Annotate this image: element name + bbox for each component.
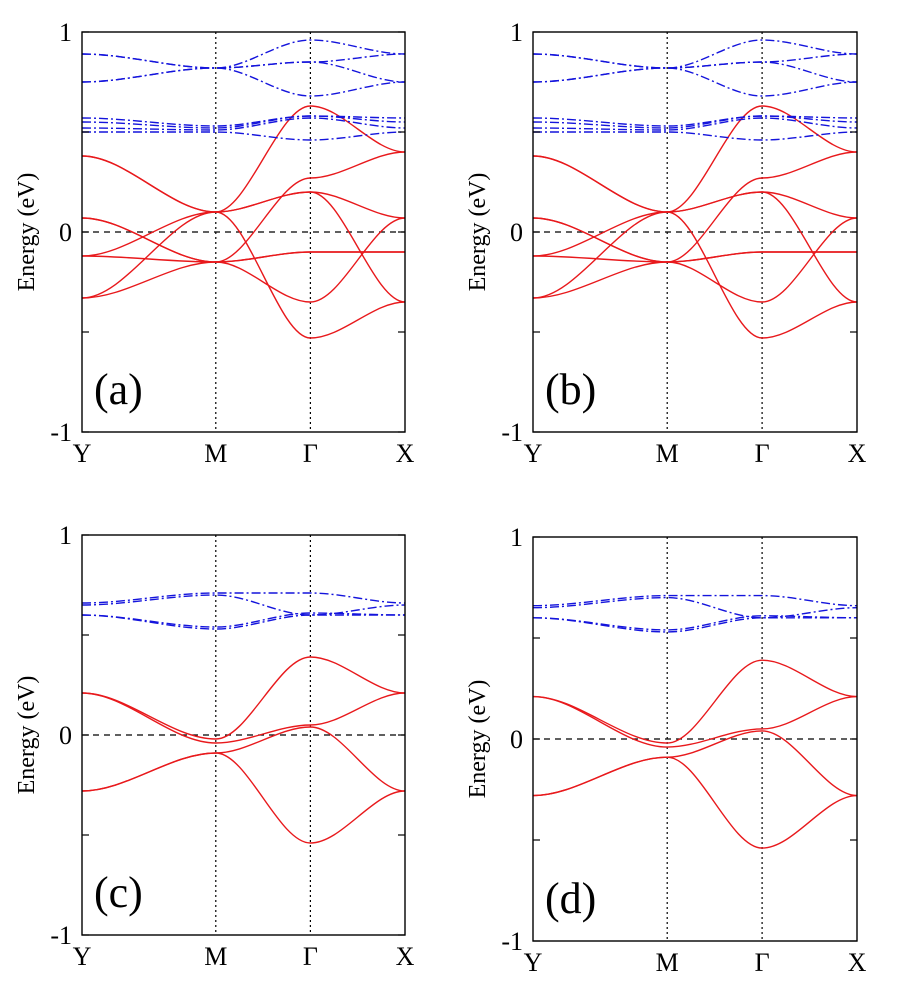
panel-d: -1 0 1 Y M Γ X Energy (eV) (d) (465, 523, 867, 977)
valence-band-band-8 (81, 211, 406, 339)
y-tick-label: 0 (510, 725, 523, 754)
conduction-band-cb-6 (532, 115, 858, 129)
conduction-band-cb-4 (532, 67, 858, 97)
x-tick-label-4: X (396, 439, 415, 468)
panel-label: (c) (94, 868, 143, 917)
y-axis-label: Energy (eV) (465, 173, 491, 292)
valence-band-band-4 (81, 752, 406, 844)
y-tick-label: 1 (510, 523, 523, 552)
conduction-band-cb-1 (532, 39, 858, 69)
valence-band-band-3 (532, 730, 858, 797)
valence-band-band-1 (532, 105, 858, 213)
conduction-band-cb-4 (532, 617, 857, 633)
y-axis-label: Energy (eV) (465, 680, 491, 799)
conduction-band-cb-5 (532, 115, 858, 127)
valence-band-band-7 (532, 251, 857, 299)
panel-label: (a) (94, 365, 143, 414)
conduction-band-cb-2 (532, 53, 858, 69)
conduction-band-cb-5 (81, 115, 406, 127)
y-tick-label: -1 (501, 927, 523, 956)
conduction-band-cb-3 (532, 615, 858, 631)
conduction-band-cb-8 (533, 131, 858, 141)
conduction-band-cb-3 (81, 612, 406, 628)
y-tick-label: 0 (59, 218, 72, 247)
x-tick-label-2: M (656, 948, 679, 977)
valence-band-band-5 (532, 191, 858, 303)
valence-band-band-5 (81, 191, 406, 303)
valence-band-band-4 (81, 217, 405, 263)
conduction-band-cb-2 (532, 596, 858, 619)
valence-band-band-4 (532, 217, 857, 263)
x-tick-label-1: Y (524, 439, 543, 468)
valence-band-band-1 (81, 656, 406, 740)
x-tick-label-3: Γ (303, 439, 318, 468)
valence-band-band-1 (81, 105, 406, 213)
conduction-band-cb-2 (81, 53, 406, 69)
y-tick-label: 1 (59, 521, 72, 550)
x-tick-label-4: X (848, 948, 867, 977)
y-tick-label: 1 (510, 18, 523, 47)
valence-band-band-1 (532, 659, 858, 744)
y-axis-label: Energy (eV) (14, 676, 40, 795)
panel-a: -1 0 1 Y M Γ X Energy (eV) (a) (14, 18, 415, 468)
conduction-band-cb-3 (81, 61, 406, 83)
conduction-band-cb-1 (81, 39, 406, 69)
x-tick-label-2: M (204, 942, 227, 971)
y-axis-label: Energy (eV) (14, 173, 40, 292)
panel-c: -1 0 1 Y M Γ X Energy (eV) (c) (14, 521, 415, 971)
panel-label: (d) (545, 874, 596, 923)
x-tick-label-3: Γ (755, 948, 770, 977)
conduction-band-cb-7 (532, 117, 858, 131)
x-tick-label-1: Y (524, 948, 543, 977)
conduction-band-cb-1 (532, 594, 858, 607)
x-tick-label-3: Γ (303, 942, 318, 971)
valence-band-band-2 (81, 692, 406, 744)
conduction-band-cb-3 (532, 61, 858, 83)
y-tick-label: 0 (59, 721, 72, 750)
x-tick-label-4: X (396, 942, 415, 971)
valence-band-band-2 (532, 695, 858, 748)
valence-band-band-3 (81, 726, 406, 792)
x-tick-label-4: X (848, 439, 867, 468)
conduction-band-cb-4 (81, 614, 405, 630)
y-tick-label: -1 (50, 921, 72, 950)
panel-label: (b) (545, 365, 596, 414)
x-tick-label-1: Y (73, 439, 92, 468)
conduction-band-cb-2 (81, 594, 406, 616)
panel-b: -1 0 1 Y M Γ X Energy (eV) (b) (465, 18, 867, 468)
x-tick-label-2: M (204, 439, 227, 468)
conduction-band-cb-7 (81, 117, 406, 131)
conduction-band-cb-1 (81, 592, 406, 604)
conduction-band-cb-6 (81, 115, 406, 129)
valence-band-band-8 (532, 211, 858, 339)
y-tick-label: -1 (50, 418, 72, 447)
y-tick-label: 1 (59, 18, 72, 47)
x-tick-label-1: Y (73, 942, 92, 971)
conduction-band-cb-4 (81, 67, 406, 97)
y-tick-label: 0 (510, 218, 523, 247)
valence-band-band-4 (532, 756, 858, 849)
y-tick-label: -1 (501, 418, 523, 447)
x-tick-label-3: Γ (755, 439, 770, 468)
x-tick-label-2: M (656, 439, 679, 468)
conduction-band-cb-8 (82, 131, 406, 141)
valence-band-band-7 (81, 251, 405, 299)
